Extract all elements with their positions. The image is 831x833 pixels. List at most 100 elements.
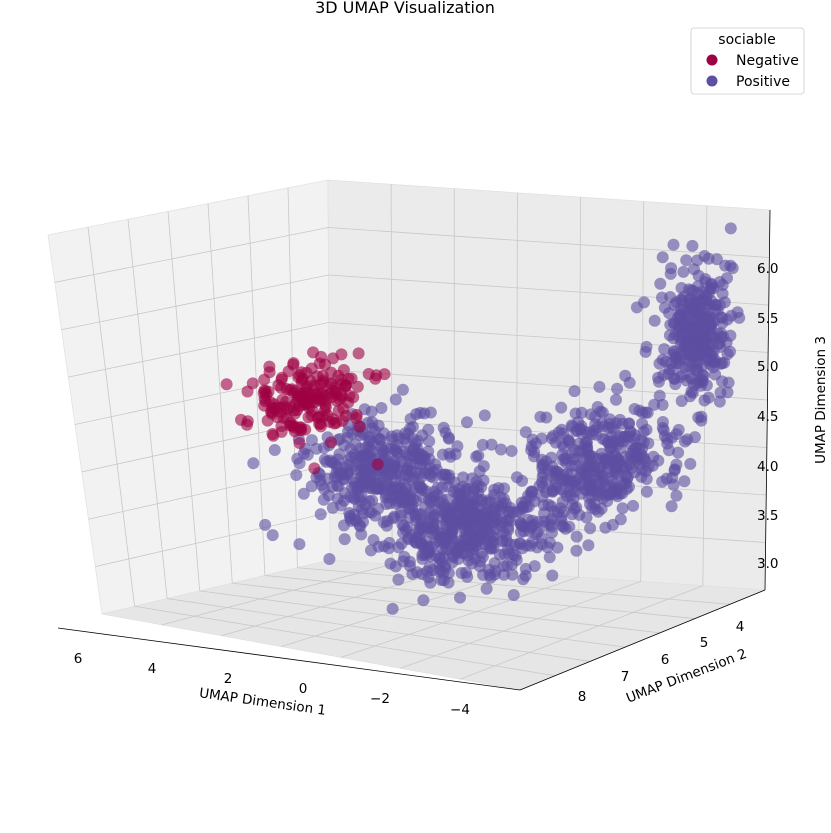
- scatter-point-positive: [590, 469, 603, 482]
- scatter-point-positive: [702, 391, 715, 404]
- z-gridline: [95, 512, 330, 568]
- scatter-point-positive: [423, 561, 436, 573]
- scatter-point-positive: [398, 455, 411, 468]
- scatter-point-negative: [337, 364, 350, 376]
- scatter-point-positive: [386, 602, 399, 615]
- scatter-point-positive: [495, 443, 507, 456]
- scatter-point-positive: [331, 492, 344, 505]
- scatter-point-positive: [611, 382, 624, 395]
- scatter-point-positive: [380, 488, 393, 501]
- scatter-point-positive: [610, 393, 622, 406]
- scatter-point-negative: [371, 458, 384, 471]
- scatter-point-positive: [439, 468, 452, 481]
- scatter-point-positive: [617, 435, 630, 448]
- x-axis-label: UMAP Dimension 1: [198, 685, 327, 719]
- scatter-point-positive: [416, 429, 429, 442]
- scatter-point-positive: [485, 438, 498, 451]
- scatter-point-positive: [349, 438, 362, 451]
- scatter-point-positive: [480, 582, 493, 595]
- scatter-point-positive: [422, 571, 435, 584]
- scatter-point-negative: [316, 369, 329, 382]
- scatter-point-positive: [366, 494, 379, 507]
- scatter-point-positive: [514, 538, 527, 550]
- scatter-point-negative: [340, 379, 352, 392]
- scatter-point-negative: [293, 387, 306, 400]
- scatter-point-positive: [625, 462, 638, 475]
- scatter-point-positive: [590, 452, 603, 465]
- scatter-point-positive: [433, 552, 446, 565]
- scatter-point-positive: [507, 589, 520, 601]
- scatter-point-positive: [716, 279, 729, 291]
- scatter-point-positive: [704, 345, 716, 358]
- scatter-point-negative: [351, 380, 364, 393]
- scatter-point-positive: [583, 478, 596, 491]
- scatter-point-positive: [563, 485, 576, 498]
- scatter-point-positive: [656, 291, 668, 304]
- scatter-point-positive: [718, 356, 731, 369]
- scatter-point-positive: [506, 568, 519, 581]
- scatter-point-positive: [338, 519, 350, 532]
- scatter-point-positive: [386, 433, 398, 446]
- scatter-point-positive: [382, 542, 395, 555]
- scatter-point-positive: [331, 453, 344, 466]
- scatter-point-positive: [722, 376, 735, 389]
- scatter-point-positive: [609, 450, 622, 463]
- scatter-point-positive: [545, 451, 558, 464]
- scatter-point-positive: [665, 500, 678, 513]
- scatter-point-positive: [396, 518, 409, 531]
- scatter-point-positive: [348, 492, 361, 505]
- scatter-point-negative: [263, 360, 276, 373]
- tick-marks: 6 4 2 0 −2 −4 4 5 6 7 8 3.0 3.5 4.0 4.5 5.0 5.5 6.0: [74, 261, 779, 718]
- scatter-point-positive: [614, 487, 627, 500]
- legend-marker-positive: [706, 75, 718, 87]
- scatter-point-positive: [648, 398, 661, 411]
- scatter-point-positive: [625, 450, 638, 462]
- scatter-point-positive: [545, 432, 558, 445]
- legend-marker-negative: [706, 54, 718, 66]
- scatter-point-negative: [362, 368, 375, 380]
- y-tick-label: 5: [700, 635, 709, 651]
- scatter-point-positive: [700, 294, 713, 307]
- axis-lines: [57, 209, 771, 691]
- scatter-point-positive: [268, 444, 281, 456]
- x-tick-label: 0: [299, 681, 308, 697]
- scatter-point-positive: [447, 534, 460, 547]
- scatter-point-positive: [548, 465, 561, 478]
- scatter-point-negative: [314, 420, 327, 433]
- scatter-point-positive: [342, 458, 355, 471]
- x-tick-label: −2: [370, 691, 390, 707]
- scatter-point-positive: [733, 311, 746, 324]
- scatter-point-positive: [536, 458, 549, 471]
- scatter-point-positive: [653, 357, 666, 370]
- scatter-point-positive: [568, 385, 581, 398]
- scatter-point-positive: [570, 501, 583, 514]
- scatter-point-negative: [313, 357, 326, 370]
- z-tick-label: 4.5: [757, 409, 778, 425]
- scatter-point-positive: [658, 430, 671, 443]
- y-tick-label: 8: [578, 689, 587, 705]
- scatter-point-positive: [627, 499, 640, 512]
- scatter-point-positive: [605, 421, 618, 434]
- scatter-point-positive: [591, 401, 604, 413]
- scatter-point-positive: [404, 464, 417, 477]
- scatter-point-negative: [326, 413, 339, 426]
- scatter-point-positive: [658, 343, 671, 356]
- scatter-point-positive: [581, 440, 594, 453]
- scatter-point-positive: [714, 340, 727, 353]
- scatter-point-positive: [641, 406, 654, 419]
- scatter-point-positive: [639, 345, 652, 358]
- scatter-point-negative: [305, 409, 318, 422]
- z-tick-label: 4.0: [757, 459, 778, 475]
- scatter-point-positive: [640, 485, 653, 498]
- scatter-point-positive: [293, 538, 306, 551]
- scatter-point-positive: [599, 453, 612, 466]
- scatter-point-negative: [258, 373, 271, 386]
- scatter-point-positive: [396, 383, 409, 396]
- scatter-point-positive: [505, 445, 518, 457]
- scatter-point-positive: [555, 512, 568, 525]
- scatter-point-positive: [474, 555, 487, 568]
- scatter-point-positive: [601, 488, 614, 501]
- scatter-point-positive: [700, 379, 713, 392]
- scatter-point-positive: [247, 457, 260, 470]
- x-tick-label: 4: [148, 661, 157, 677]
